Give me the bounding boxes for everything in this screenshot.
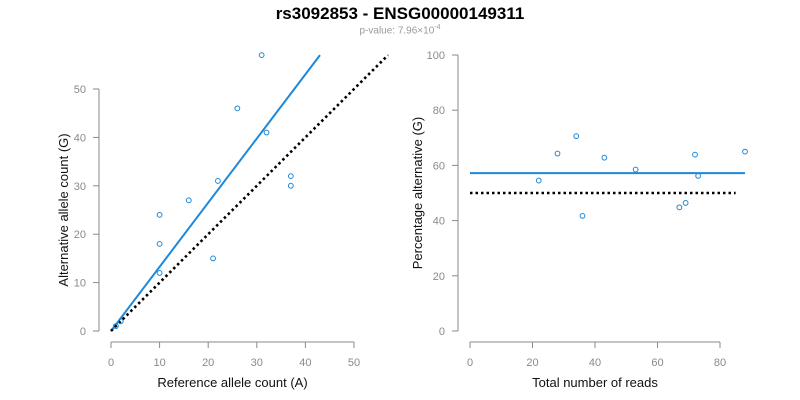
left-data-point (156, 270, 163, 276)
right-x-tick-label: 40 (589, 357, 601, 369)
right-y-tick-label: 40 (433, 216, 445, 228)
left-data-point (185, 197, 192, 204)
right-x-tick-label: 60 (651, 357, 663, 369)
left-fit-line (110, 54, 321, 332)
right-data-point (554, 150, 561, 157)
left-x-axis-title: Reference allele count (A) (157, 375, 307, 390)
left-y-tick-label: 0 (80, 326, 86, 338)
right-data-point (682, 200, 689, 206)
left-data-point (215, 178, 221, 184)
left-data-point (263, 129, 270, 136)
right-x-tick-label: 0 (467, 357, 473, 369)
left-x-tick-label: 20 (202, 357, 214, 369)
right-y-tick-label: 0 (439, 326, 445, 338)
right-data-point (695, 172, 702, 179)
left-data-point (210, 255, 216, 262)
left-y-tick-label: 30 (74, 181, 86, 193)
left-data-point (117, 318, 124, 325)
left-data-point (156, 240, 163, 247)
left-y-axis-title: Alternative allele count (G) (56, 133, 71, 286)
right-x-tick-label: 80 (714, 357, 726, 369)
left-x-tick-label: 50 (348, 357, 360, 369)
right-data-point (601, 154, 608, 161)
left-x-tick-label: 30 (251, 357, 263, 369)
right-data-point (535, 177, 542, 184)
right-data-point (692, 151, 698, 158)
left-data-point (234, 105, 241, 112)
left-reference-line (110, 54, 389, 332)
right-data-point (579, 213, 586, 219)
right-x-axis-title: Total number of reads (532, 375, 658, 390)
left-x-tick-label: 0 (108, 357, 114, 369)
right-y-tick-label: 80 (433, 105, 445, 117)
left-data-point (112, 323, 119, 330)
right-data-point (676, 204, 683, 211)
left-data-point (156, 211, 163, 218)
left-data-point (287, 173, 294, 180)
left-data-point (258, 52, 265, 59)
right-data-point (632, 166, 639, 173)
right-y-tick-label: 60 (433, 160, 445, 172)
p-value-exponent: -4 (434, 24, 441, 31)
left-x-tick-label: 10 (153, 357, 165, 369)
left-x-tick-label: 40 (299, 357, 311, 369)
right-x-tick-label: 20 (526, 357, 538, 369)
left-y-tick-label: 50 (74, 84, 86, 96)
left-y-tick-label: 10 (74, 278, 86, 290)
left-y-tick-label: 40 (74, 132, 86, 144)
right-data-point (742, 148, 748, 155)
right-y-tick-label: 20 (433, 271, 445, 283)
chart-title: rs3092853 - ENSG00000149311 (275, 4, 525, 23)
chart-subtitle: p-value: 7.96×10-4 (0, 24, 800, 36)
left-data-point (287, 182, 294, 189)
right-y-axis-title: Percentage alternative (G) (410, 117, 425, 269)
right-y-tick-label: 100 (427, 50, 445, 62)
p-value-text: p-value: 7.96×10 (359, 25, 435, 37)
left-y-tick-label: 20 (74, 229, 86, 241)
right-data-point (573, 133, 580, 140)
